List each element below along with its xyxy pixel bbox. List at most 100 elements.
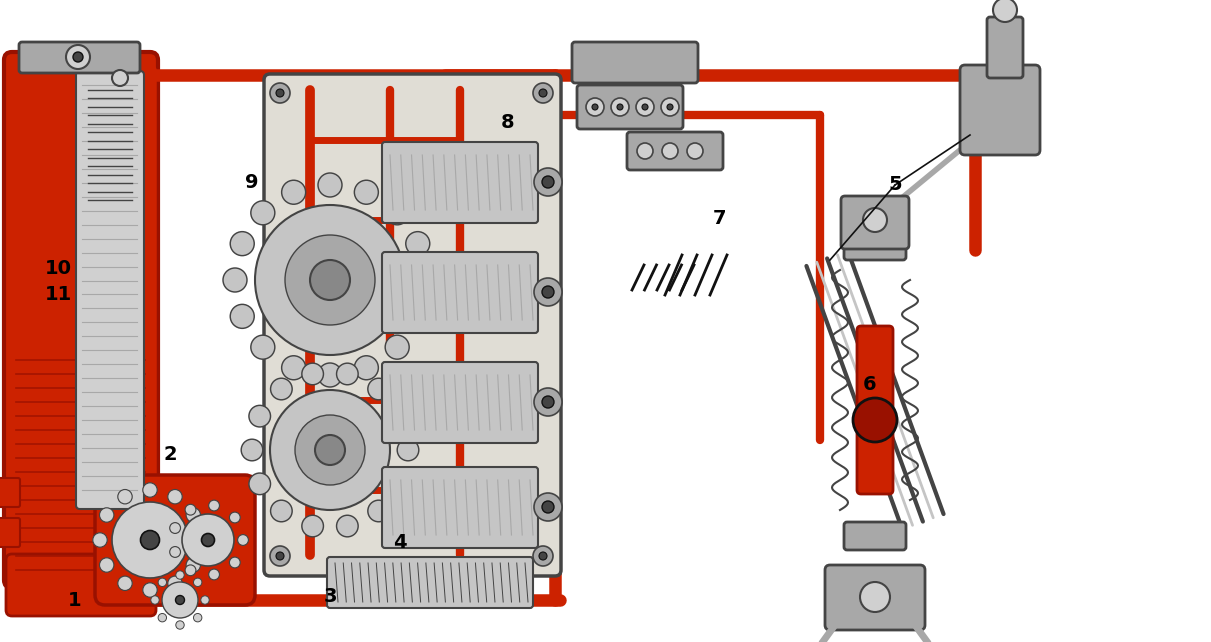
FancyBboxPatch shape <box>576 85 683 129</box>
FancyBboxPatch shape <box>381 252 538 333</box>
FancyBboxPatch shape <box>0 478 21 507</box>
Circle shape <box>111 70 128 86</box>
Circle shape <box>182 514 234 566</box>
Text: 1: 1 <box>68 591 82 609</box>
Circle shape <box>311 261 349 299</box>
Circle shape <box>318 363 342 387</box>
FancyBboxPatch shape <box>264 74 561 576</box>
Circle shape <box>310 260 350 300</box>
Circle shape <box>337 363 358 385</box>
Circle shape <box>270 500 292 522</box>
Circle shape <box>93 533 108 547</box>
Circle shape <box>162 582 199 618</box>
Circle shape <box>276 552 285 560</box>
Circle shape <box>302 516 323 537</box>
Circle shape <box>282 356 305 380</box>
Circle shape <box>543 286 553 298</box>
Text: 5: 5 <box>888 175 902 195</box>
Circle shape <box>208 500 219 511</box>
Circle shape <box>642 104 648 110</box>
Text: 4: 4 <box>394 534 407 553</box>
Circle shape <box>194 614 202 622</box>
Text: 10: 10 <box>45 259 71 277</box>
Circle shape <box>282 180 305 204</box>
Circle shape <box>230 304 254 328</box>
Circle shape <box>168 576 182 591</box>
Circle shape <box>687 143 704 159</box>
Circle shape <box>229 557 240 568</box>
Circle shape <box>355 356 378 380</box>
Circle shape <box>270 546 289 566</box>
Circle shape <box>539 552 547 560</box>
Circle shape <box>534 168 562 196</box>
Circle shape <box>863 208 886 232</box>
Circle shape <box>186 558 201 572</box>
Circle shape <box>318 173 342 197</box>
FancyBboxPatch shape <box>840 196 909 249</box>
Text: 9: 9 <box>246 173 259 193</box>
Text: 11: 11 <box>45 286 71 304</box>
FancyBboxPatch shape <box>4 52 157 588</box>
Circle shape <box>251 335 275 359</box>
Circle shape <box>276 89 285 97</box>
Text: 7: 7 <box>713 209 727 227</box>
FancyBboxPatch shape <box>825 565 925 630</box>
Circle shape <box>229 512 240 523</box>
Circle shape <box>616 104 622 110</box>
Circle shape <box>534 388 562 416</box>
Circle shape <box>385 201 409 225</box>
Circle shape <box>117 576 132 591</box>
Circle shape <box>534 493 562 521</box>
Circle shape <box>993 0 1017 22</box>
Circle shape <box>337 516 358 537</box>
Circle shape <box>406 232 430 256</box>
Circle shape <box>302 363 323 385</box>
Circle shape <box>860 582 890 612</box>
Circle shape <box>159 614 167 622</box>
Circle shape <box>534 278 562 306</box>
Circle shape <box>315 435 345 465</box>
Circle shape <box>193 533 207 547</box>
Circle shape <box>143 483 157 497</box>
Circle shape <box>249 405 270 427</box>
Circle shape <box>853 398 897 442</box>
FancyBboxPatch shape <box>572 42 698 83</box>
Circle shape <box>612 98 629 116</box>
Circle shape <box>661 98 679 116</box>
Circle shape <box>533 83 553 103</box>
Circle shape <box>168 489 182 504</box>
Circle shape <box>397 439 419 461</box>
Text: 6: 6 <box>863 376 877 394</box>
Circle shape <box>73 52 84 62</box>
Circle shape <box>194 578 202 587</box>
Circle shape <box>592 104 598 110</box>
Circle shape <box>185 504 196 515</box>
Circle shape <box>539 89 547 97</box>
Circle shape <box>406 304 430 328</box>
Circle shape <box>117 489 132 504</box>
Circle shape <box>667 104 673 110</box>
Circle shape <box>99 508 114 522</box>
Circle shape <box>385 335 409 359</box>
Circle shape <box>251 201 275 225</box>
Circle shape <box>543 176 553 188</box>
Circle shape <box>176 596 184 605</box>
Text: 2: 2 <box>163 446 177 465</box>
Circle shape <box>170 523 180 534</box>
Circle shape <box>230 232 254 256</box>
Circle shape <box>201 534 214 546</box>
FancyBboxPatch shape <box>327 557 533 608</box>
Circle shape <box>223 268 247 292</box>
Circle shape <box>390 473 411 494</box>
FancyBboxPatch shape <box>19 42 140 73</box>
Circle shape <box>237 535 248 546</box>
Circle shape <box>208 569 219 580</box>
Circle shape <box>159 578 167 587</box>
FancyBboxPatch shape <box>987 17 1023 78</box>
Circle shape <box>249 473 270 494</box>
Text: 8: 8 <box>501 112 515 132</box>
Circle shape <box>67 45 90 69</box>
Circle shape <box>140 530 160 550</box>
Circle shape <box>637 143 653 159</box>
Circle shape <box>186 508 201 522</box>
